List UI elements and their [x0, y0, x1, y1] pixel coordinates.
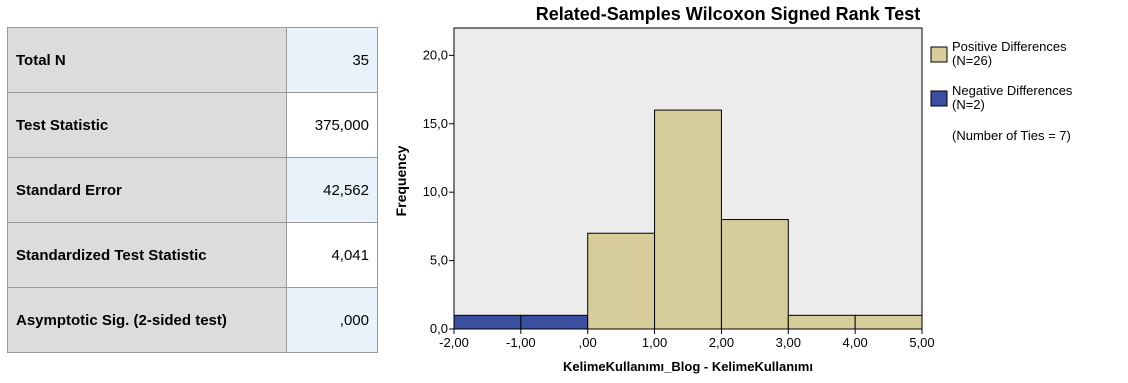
histogram-bar — [520, 314, 589, 330]
chart-title: Related-Samples Wilcoxon Signed Rank Tes… — [536, 4, 921, 24]
y-axis-label: Frequency — [393, 145, 409, 216]
table-row: Test Statistic 375,000 — [6, 92, 378, 158]
row-label-asymptotic-sig: Asymptotic Sig. (2-sided test) — [6, 287, 288, 353]
y-tick-label: 10,0 — [423, 184, 448, 199]
row-label-standard-error: Standard Error — [6, 157, 288, 223]
histogram-bar — [654, 109, 722, 330]
row-value-standardized-test-statistic: 4,041 — [286, 222, 378, 288]
row-value-asymptotic-sig: ,000 — [286, 287, 378, 353]
histogram-bar — [854, 314, 923, 330]
x-tick-label: ,00 — [579, 335, 597, 350]
table-row: Standardized Test Statistic 4,041 — [6, 222, 378, 288]
legend-note: (Number of Ties = 7) — [952, 128, 1071, 143]
y-tick-label: 5,0 — [430, 253, 448, 268]
y-axis: 0,0 5,0 10,0 15,0 20,0 — [423, 47, 454, 336]
y-tick-label: 0,0 — [430, 321, 448, 336]
histogram-bar — [587, 232, 656, 330]
histogram-chart: Related-Samples Wilcoxon Signed Rank Tes… — [390, 0, 1128, 383]
x-tick-label: -2,00 — [439, 335, 469, 350]
legend-count: (N=26) — [952, 53, 992, 68]
row-label-test-statistic: Test Statistic — [6, 92, 288, 158]
legend: Positive Differences(N=26) Negative Diffe… — [930, 39, 1073, 143]
x-tick-label: 3,00 — [776, 335, 801, 350]
row-value-total-n: 35 — [286, 27, 378, 93]
histogram-bar — [720, 219, 789, 330]
legend-label: Positive Differences — [952, 39, 1067, 54]
legend-label: Negative Differences — [952, 83, 1073, 98]
legend-count: (N=2) — [952, 97, 985, 112]
histogram-svg: Related-Samples Wilcoxon Signed Rank Tes… — [393, 4, 1073, 374]
x-tick-label: 5,00 — [909, 335, 934, 350]
table-row: Total N 35 — [6, 27, 378, 93]
table-row: Standard Error 42,562 — [6, 157, 378, 223]
test-summary-table: Total N 35 Test Statistic 375,000 Standa… — [6, 27, 378, 353]
x-axis: -2,00 -1,00 ,00 1,00 2,00 3,00 4,00 5,00 — [439, 329, 935, 350]
bars-group — [453, 109, 923, 330]
x-tick-label: 1,00 — [642, 335, 667, 350]
histogram-bar — [787, 314, 856, 330]
row-label-standardized-test-statistic: Standardized Test Statistic — [6, 222, 288, 288]
table-row: Asymptotic Sig. (2-sided test) ,000 — [6, 287, 378, 353]
x-tick-label: 4,00 — [842, 335, 867, 350]
legend-swatch — [930, 90, 948, 107]
x-axis-label: KelimeKullanımı_Blog - KelimeKullanımı — [563, 359, 813, 374]
histogram-bar — [453, 314, 522, 330]
row-value-test-statistic: 375,000 — [286, 92, 378, 158]
x-tick-label: -1,00 — [506, 335, 536, 350]
row-value-standard-error: 42,562 — [286, 157, 378, 223]
row-label-total-n: Total N — [6, 27, 288, 93]
x-tick-label: 2,00 — [709, 335, 734, 350]
y-tick-label: 15,0 — [423, 116, 448, 131]
legend-swatch — [930, 46, 948, 63]
y-tick-label: 20,0 — [423, 47, 448, 62]
